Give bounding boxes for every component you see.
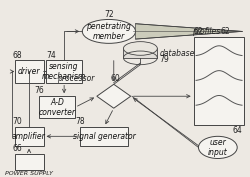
Text: 70: 70: [12, 117, 22, 126]
FancyBboxPatch shape: [14, 60, 44, 83]
Text: database: database: [160, 49, 195, 58]
Text: processor: processor: [57, 75, 94, 83]
Text: 79: 79: [160, 55, 170, 64]
Polygon shape: [136, 24, 242, 39]
FancyBboxPatch shape: [194, 36, 244, 125]
Text: 66: 66: [12, 144, 22, 153]
Text: 64: 64: [232, 127, 242, 135]
Polygon shape: [97, 84, 131, 108]
FancyBboxPatch shape: [14, 127, 44, 146]
Text: POWER SUPPLY: POWER SUPPLY: [5, 171, 53, 176]
Ellipse shape: [82, 19, 136, 43]
Text: 62: 62: [220, 27, 230, 36]
Text: 76: 76: [34, 86, 44, 95]
Text: driver: driver: [18, 67, 40, 76]
Ellipse shape: [124, 42, 157, 55]
FancyBboxPatch shape: [39, 96, 75, 118]
FancyBboxPatch shape: [80, 127, 128, 146]
FancyBboxPatch shape: [14, 154, 44, 170]
FancyBboxPatch shape: [46, 60, 82, 83]
Text: user
input: user input: [208, 138, 228, 157]
Text: 62: 62: [194, 27, 203, 36]
Text: 74: 74: [46, 51, 56, 59]
FancyBboxPatch shape: [124, 48, 157, 58]
Text: A-D
converter: A-D converter: [38, 98, 76, 117]
Ellipse shape: [198, 136, 237, 159]
Text: 72: 72: [104, 10, 114, 19]
Text: sensing
mechanism: sensing mechanism: [42, 62, 86, 81]
Text: penetrating
member: penetrating member: [86, 22, 131, 41]
Text: profiles: profiles: [192, 27, 221, 36]
Text: 78: 78: [75, 117, 85, 126]
Text: 68: 68: [12, 51, 22, 59]
Text: amplifier: amplifier: [12, 132, 46, 141]
Text: 60: 60: [110, 75, 120, 83]
Text: signal generator: signal generator: [73, 132, 136, 141]
